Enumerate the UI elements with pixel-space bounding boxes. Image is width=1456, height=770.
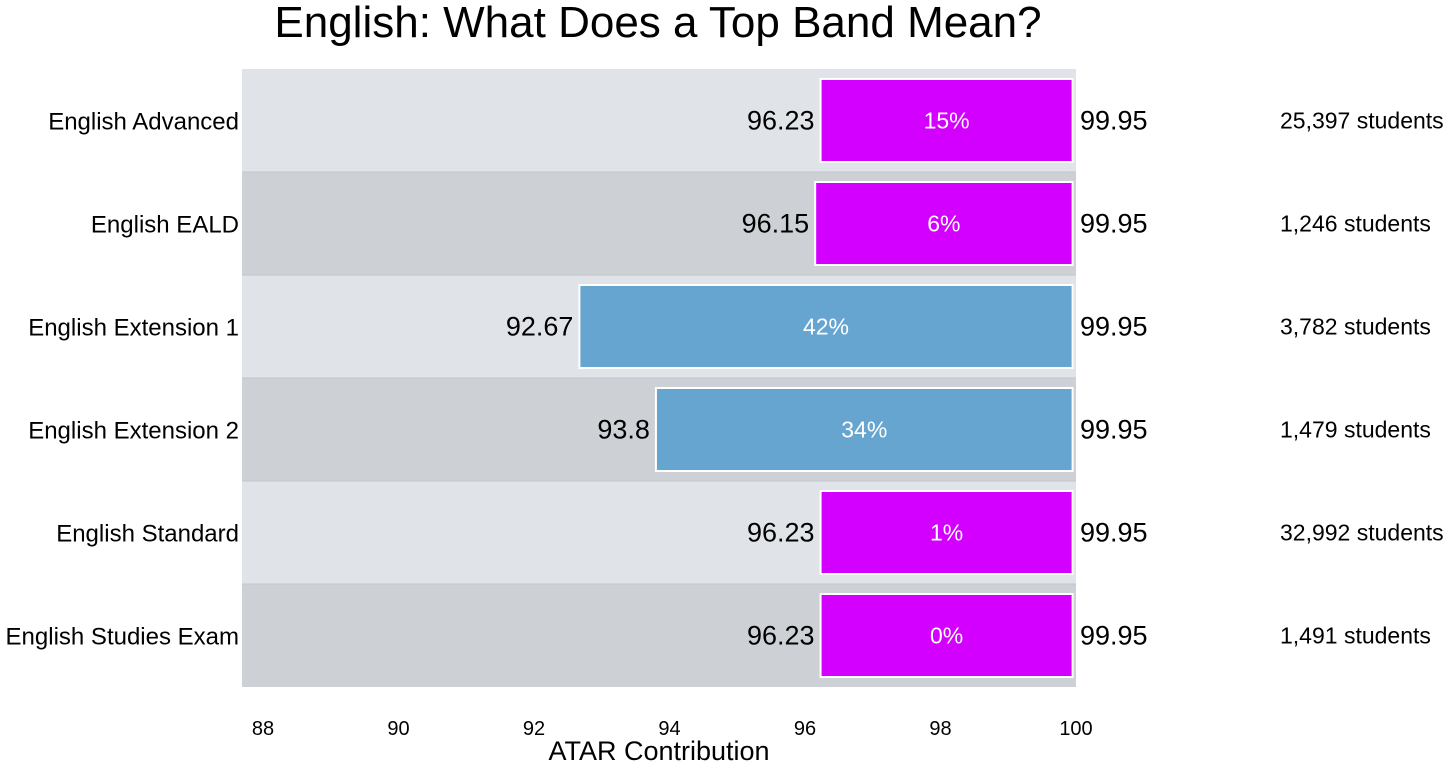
percent-label: 6% [927,211,960,237]
percent-label: 1% [930,520,963,546]
bar [819,78,1074,163]
start-value-label: 96.23 [747,518,815,548]
percent-label: 34% [841,417,887,443]
students-label: 1,246 students [1280,211,1431,237]
plot-area: English Advanced 96.23 15% 99.95 25,397 stud… [6,69,1444,687]
bar-row: English Extension 2 93.8 34% 99.95 1,479 stu… [28,377,1431,481]
category-label: English Extension 1 [28,315,239,342]
end-value-label: 99.95 [1080,415,1148,445]
bar-row: English EALD 96.15 6% 99.95 1,246 students [91,171,1431,275]
x-tick-label: 96 [794,718,816,740]
bar [814,181,1074,266]
students-label: 32,992 students [1280,520,1444,546]
x-tick-label: 92 [523,718,545,740]
bar-row: English Standard 96.23 1% 99.95 32,992 stude… [56,480,1444,584]
end-value-label: 99.95 [1080,106,1148,136]
bar-row: English Extension 1 92.67 42% 99.95 3,782 st… [28,274,1431,378]
start-value-label: 96.23 [747,621,815,651]
start-value-label: 92.67 [506,312,574,342]
bar [819,593,1074,678]
bar-row: English Advanced 96.23 15% 99.95 25,397 stud… [48,69,1444,172]
bar [578,284,1074,369]
end-value-label: 99.95 [1080,312,1148,342]
bar-row: English Studies Exam 96.23 0% 99.95 1,491 st… [6,583,1431,687]
end-value-label: 99.95 [1080,518,1148,548]
chart-title: English: What Does a Top Band Mean? [274,0,1041,47]
category-label: English Advanced [48,109,239,136]
category-label: English Standard [56,521,239,548]
start-value-label: 96.15 [742,209,810,239]
end-value-label: 99.95 [1080,209,1148,239]
x-tick-label: 90 [387,718,409,740]
category-label: English Extension 2 [28,418,239,445]
bar [819,490,1074,575]
x-axis: 88 90 92 94 96 98 100 [252,718,1093,740]
percent-label: 42% [803,314,849,340]
students-label: 1,479 students [1280,417,1431,443]
percent-label: 0% [930,623,963,649]
start-value-label: 96.23 [747,106,815,136]
end-value-label: 99.95 [1080,621,1148,651]
category-label: English Studies Exam [6,624,239,651]
x-tick-label: 98 [929,718,951,740]
start-value-label: 93.8 [597,415,650,445]
x-tick-label: 94 [658,718,680,740]
x-tick-label: 88 [252,718,274,740]
students-label: 1,491 students [1280,623,1431,649]
x-axis-label: ATAR Contribution [548,736,769,766]
percent-label: 15% [924,108,970,134]
x-tick-label: 100 [1059,718,1092,740]
students-label: 25,397 students [1280,108,1444,134]
category-label: English EALD [91,212,239,239]
students-label: 3,782 students [1280,314,1431,340]
bar [654,387,1074,472]
